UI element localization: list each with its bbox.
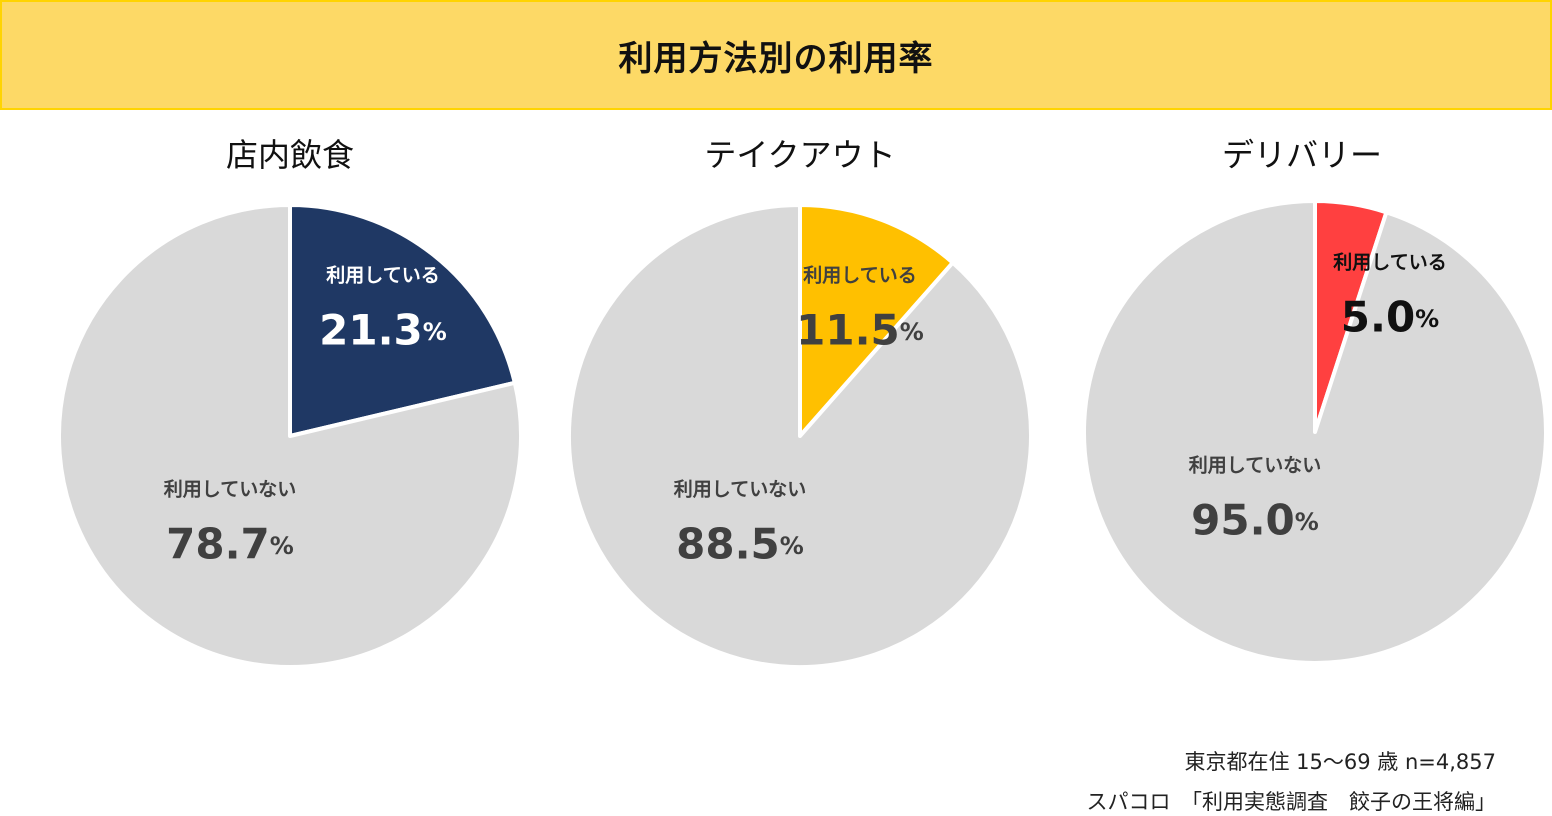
source-survey-note: スパコロ 「利用実態調査 餃子の王将編」 [1086,790,1497,814]
slice-value-unit: % [1295,508,1319,536]
title-banner: 利用方法別の利用率 [0,0,1552,110]
pie-slice-unused [567,203,1033,669]
chart-title-dine-in: 店内飲食 [225,136,354,174]
pie-slice-unused [1082,199,1548,665]
page-title: 利用方法別の利用率 [618,38,934,79]
slice-value-unit: % [423,318,447,346]
slice-label-used: 利用している [1333,252,1446,274]
slice-value-unit: % [1415,305,1439,333]
slice-value-unit: % [900,318,924,346]
slice-label-used: 利用している [326,265,439,287]
slice-value-unit: % [780,532,804,560]
slice-label-used: 利用している [803,265,916,287]
chart-title-takeout: テイクアウト [704,136,896,174]
slice-label-unused: 利用していない [674,479,806,501]
source-sample-note: 東京都在住 15～69 歳 n=4,857 [1184,750,1497,774]
slice-label-unused: 利用していない [164,479,296,501]
pie-slice-unused [57,203,523,669]
chart-title-delivery: デリバリー [1221,136,1382,174]
slice-label-unused: 利用していない [1189,455,1321,477]
pie-slice-used [798,203,955,438]
slice-value-unit: % [270,532,294,560]
pie-slice-used [288,203,517,438]
